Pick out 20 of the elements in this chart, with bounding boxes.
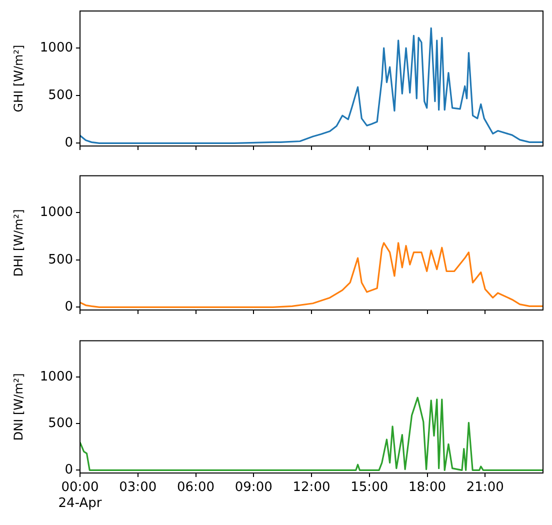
x-tick-label: 00:00 24-Apr bbox=[58, 480, 102, 511]
y-axis-title: GHI [W/m²] bbox=[11, 44, 26, 112]
y-tick-label: 0 bbox=[64, 300, 73, 315]
y-axis-title: DNI [W/m²] bbox=[11, 373, 26, 441]
y-tick-label: 0 bbox=[64, 462, 73, 478]
y-tick-label: 0 bbox=[64, 136, 73, 151]
x-tick-label: 03:00 bbox=[119, 480, 157, 496]
y-tick-label: 500 bbox=[48, 252, 73, 268]
x-tick-label: 18:00 bbox=[408, 480, 446, 496]
y-tick-label: 500 bbox=[48, 416, 73, 432]
x-tick-label: 12:00 bbox=[292, 480, 330, 496]
y-tick-label: 1000 bbox=[40, 369, 73, 384]
x-tick-label: 21:00 bbox=[466, 480, 504, 496]
y-tick-label: 500 bbox=[48, 88, 73, 103]
y-tick-label: 1000 bbox=[40, 205, 73, 220]
x-tick-label: 06:00 bbox=[177, 480, 214, 496]
x-tick-label: 15:00 bbox=[350, 480, 388, 496]
y-tick-label: 1000 bbox=[40, 40, 73, 56]
y-axis-title: DHI [W/m²] bbox=[11, 209, 26, 277]
x-tick-label: 09:00 bbox=[234, 480, 272, 496]
